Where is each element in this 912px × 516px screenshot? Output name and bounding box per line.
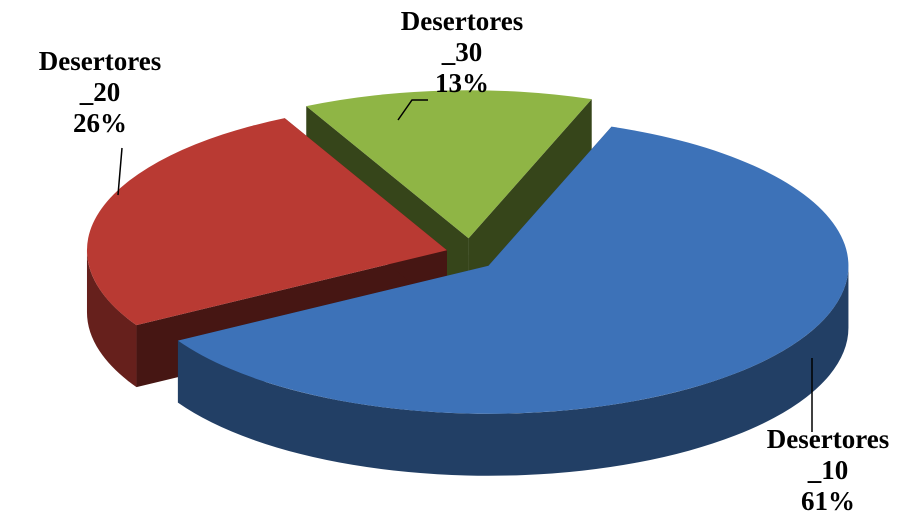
slice-label: Desertores _20 26%	[39, 46, 161, 139]
value-label: 13%	[435, 68, 489, 98]
slice-label: Desertores _30 13%	[401, 6, 523, 99]
slice-face	[468, 99, 592, 301]
leader-line	[397, 99, 428, 121]
leader-line	[117, 147, 123, 196]
pie-slice	[306, 90, 592, 239]
category-label: Desertores _10	[766, 424, 890, 485]
value-label: 26%	[73, 108, 127, 138]
slice-side	[86, 250, 137, 388]
slice-side	[177, 265, 849, 476]
category-label: Desertores _20	[38, 46, 162, 107]
category-label: Desertores _30	[400, 6, 524, 67]
pie-slice	[177, 126, 849, 414]
pie	[86, 90, 849, 476]
slice-label: Desertores _10 61%	[767, 424, 889, 516]
value-label: 61%	[801, 486, 855, 516]
pie-slice	[86, 118, 447, 326]
